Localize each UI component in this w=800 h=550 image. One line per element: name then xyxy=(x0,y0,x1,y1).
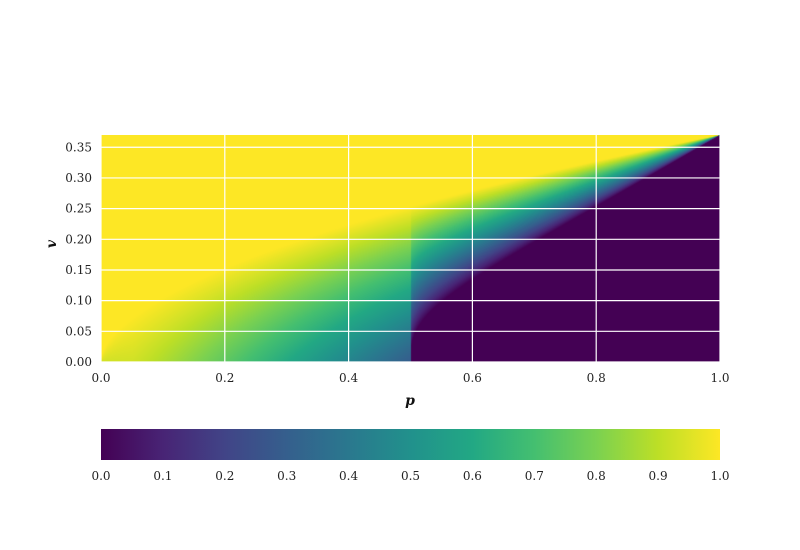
y-tick-label-5: 0.25 xyxy=(65,202,92,216)
colorbar-gradient xyxy=(101,429,720,460)
colorbar-tick-label-4: 0.4 xyxy=(339,469,358,483)
colorbar-tick-label-1: 0.1 xyxy=(153,469,172,483)
y-axis-label: v xyxy=(44,239,60,248)
grid-lines xyxy=(100,135,721,363)
x-tick-label-1: 0.2 xyxy=(215,371,234,385)
colorbar-tick-label-8: 0.8 xyxy=(587,469,606,483)
x-tick-label-5: 1.0 xyxy=(710,371,729,385)
x-tick-label-4: 0.8 xyxy=(587,371,606,385)
plot-area xyxy=(100,135,721,363)
y-tick-label-6: 0.30 xyxy=(65,171,92,185)
y-tick-label-4: 0.20 xyxy=(65,232,92,246)
x-tick-label-3: 0.6 xyxy=(463,371,482,385)
colorbar-tick-label-9: 0.9 xyxy=(649,469,668,483)
colorbar-tick-label-7: 0.7 xyxy=(525,469,544,483)
x-tick-label-2: 0.4 xyxy=(339,371,358,385)
y-tick-label-1: 0.05 xyxy=(65,324,92,338)
colorbar-ticks: 0.0 0.1 0.2 0.3 0.4 0.5 0.6 0.7 0.8 0.9 1.0 xyxy=(91,469,729,483)
y-tick-label-7: 0.35 xyxy=(65,140,92,154)
x-axis-label: p xyxy=(405,393,415,409)
x-tick-label-0: 0.0 xyxy=(91,371,110,385)
heatmap-image-container xyxy=(101,135,720,362)
colorbar-tick-label-10: 1.0 xyxy=(710,469,729,483)
heatmap-image xyxy=(101,135,720,362)
y-tick-label-3: 0.15 xyxy=(65,263,92,277)
colorbar-tick-label-0: 0.0 xyxy=(91,469,110,483)
y-tick-label-2: 0.10 xyxy=(65,294,92,308)
colorbar-tick-label-5: 0.5 xyxy=(401,469,420,483)
y-tick-label-0: 0.00 xyxy=(65,355,92,369)
x-axis-ticks: 0.0 0.2 0.4 0.6 0.8 1.0 xyxy=(91,371,729,385)
colorbar-tick-label-3: 0.3 xyxy=(277,469,296,483)
colorbar-tick-label-6: 0.6 xyxy=(463,469,482,483)
y-axis-ticks: 0.00 0.05 0.10 0.15 0.20 0.25 0.30 0.35 xyxy=(65,140,92,369)
colorbar: 0.0 0.1 0.2 0.3 0.4 0.5 0.6 0.7 0.8 0.9 1.0 xyxy=(91,429,730,483)
colorbar-tick-label-2: 0.2 xyxy=(215,469,234,483)
